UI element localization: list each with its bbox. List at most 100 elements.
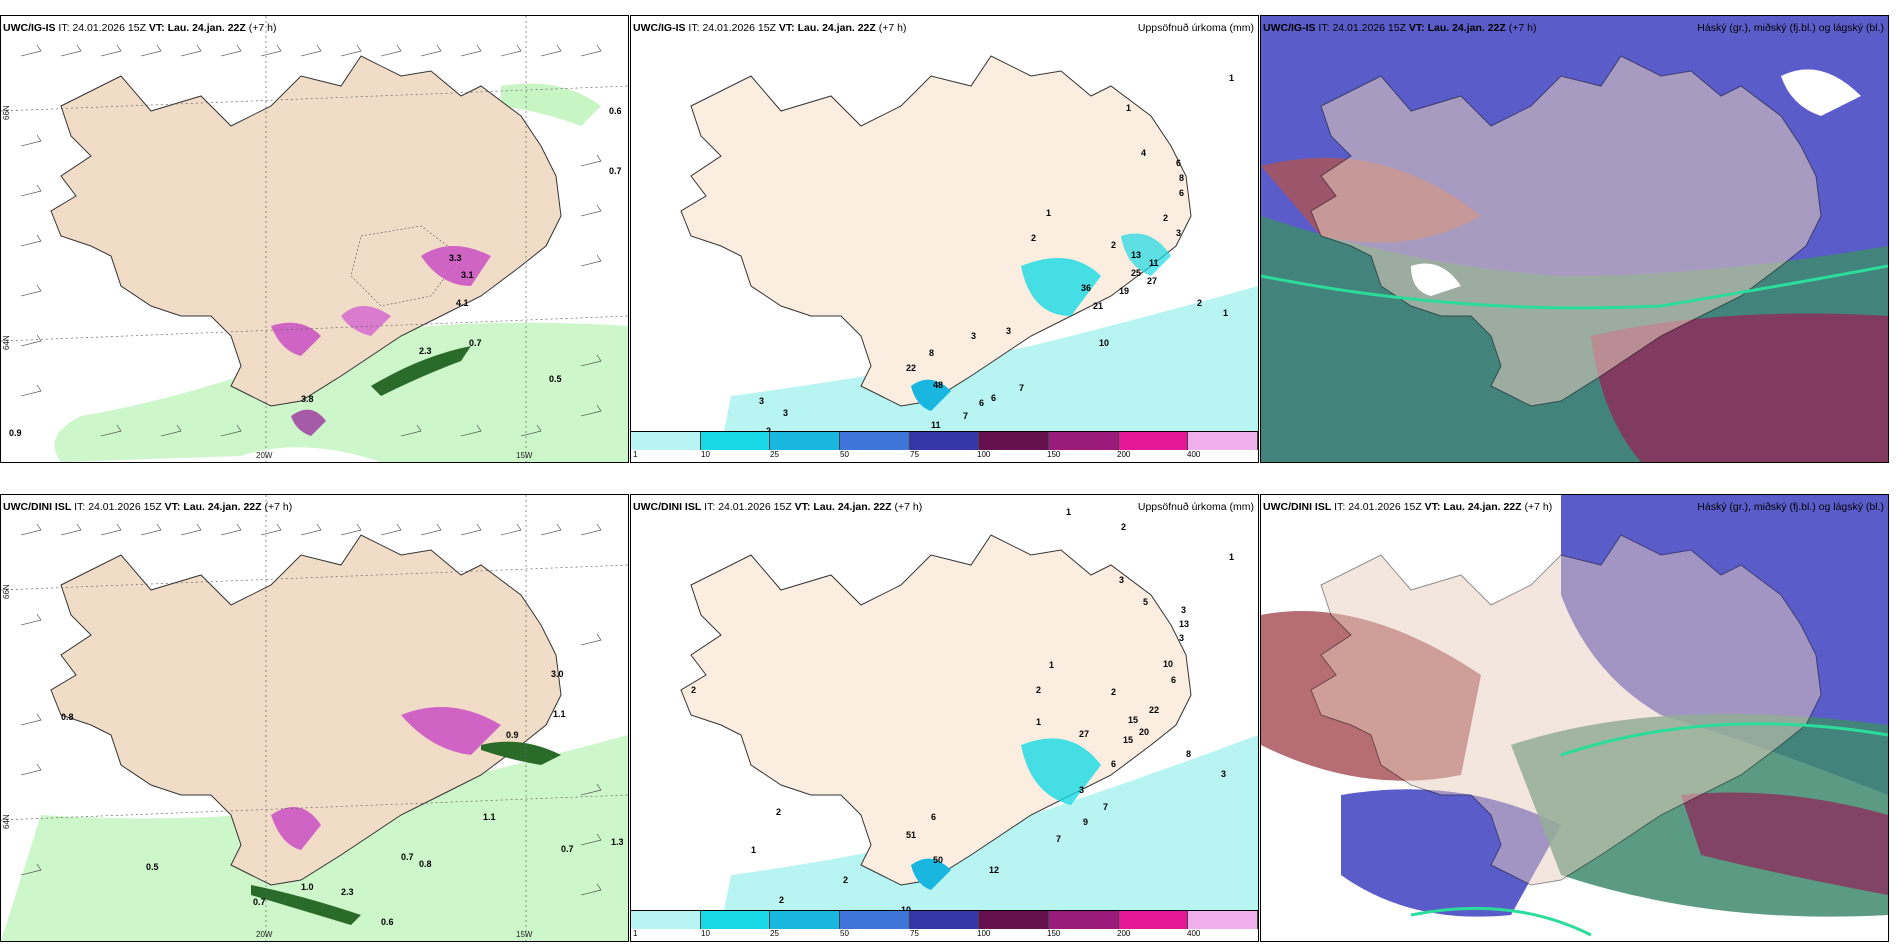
precip-label: 21	[1093, 301, 1103, 311]
precip-label: 1	[1046, 208, 1051, 218]
precip-label: 6	[1111, 759, 1116, 769]
vt-label: VT:	[1408, 22, 1425, 34]
moderate-precip-area	[911, 858, 951, 890]
vt-value: Lau. 24.jan. 22Z	[1427, 22, 1506, 34]
moderate-precip-area	[1021, 738, 1101, 805]
precip-label: 19	[1119, 286, 1129, 296]
precip-label: 3	[971, 331, 976, 341]
panel-clouds-ig: UWC/IG-IS IT: 24.01.2026 15Z VT: Lau. 24…	[1260, 15, 1889, 463]
lead-time: (+7 h)	[1508, 22, 1537, 34]
precip-label: 12	[989, 865, 999, 875]
it-label: IT:	[704, 501, 716, 513]
precip-legend	[631, 431, 1258, 450]
legend-cell	[1188, 911, 1258, 929]
precip-label: 3	[1119, 575, 1124, 585]
legend-tick: 25	[770, 929, 779, 938]
vt-value: Lau. 24.jan. 22Z	[183, 501, 262, 513]
precip-label: 50	[933, 855, 943, 865]
precip-label: 11	[1149, 258, 1159, 268]
legend-cell	[700, 911, 771, 929]
panel-header: UWC/IG-IS IT: 24.01.2026 15Z VT: Lau. 24…	[3, 22, 276, 34]
snow-area	[271, 807, 321, 850]
precip-label: 11	[931, 420, 941, 430]
precip-label: 2	[691, 685, 696, 695]
light-precip-area	[721, 286, 1258, 446]
axis-label-64n: 64N	[2, 335, 11, 350]
legend-cell	[1049, 432, 1119, 450]
precip-label: 20	[1139, 727, 1149, 737]
precip-label: 1	[1049, 660, 1054, 670]
wind-label: 0.8	[419, 859, 432, 869]
precip-label: 48	[933, 380, 943, 390]
panel-precip-ig: 1 1 4 6 8 6 2 3 1 2 2 13 11 25 27 19 36 …	[630, 15, 1259, 463]
legend-tick: 25	[770, 450, 779, 459]
cloud-map-ig	[1261, 16, 1888, 462]
precip-label: 2	[779, 895, 784, 905]
wind-map-ig: 20W 15W 66N 64N 0.6 0.7 0.7 0.5 0.9 3.1 …	[1, 16, 628, 462]
precip-map-ig: 1 1 4 6 8 6 2 3 1 2 2 13 11 25 27 19 36 …	[680, 55, 1258, 446]
precip-label: 2	[1197, 298, 1202, 308]
precip-label: 22	[1149, 705, 1159, 715]
vt-label: VT:	[778, 22, 795, 34]
wind-label: 1.1	[483, 812, 496, 822]
moderate-precip-area	[1021, 258, 1101, 316]
panel-header: UWC/DINI ISL IT: 24.01.2026 15Z VT: Lau.…	[1263, 501, 1552, 513]
wind-label: 3.0	[551, 669, 564, 679]
hatched-area	[350, 225, 462, 307]
precip-label: 2	[1163, 213, 1168, 223]
panel-header: UWC/IG-IS IT: 24.01.2026 15Z VT: Lau. 24…	[1263, 22, 1536, 34]
legend-cell	[979, 911, 1050, 929]
precip-label: 7	[1019, 383, 1024, 393]
iceland-land	[50, 534, 562, 886]
heavy-precip-band	[251, 885, 361, 925]
panel-header: UWC/IG-IS IT: 24.01.2026 15Z VT: Lau. 24…	[633, 22, 906, 34]
wind-label: 3.1	[461, 270, 474, 280]
legend-tick: 50	[840, 929, 849, 938]
legend-cell	[1049, 911, 1119, 929]
precip-label: 9	[1083, 817, 1088, 827]
legend-tick: 200	[1117, 450, 1131, 459]
legend-ticks: 1 10 25 50 75 100 150 200 400	[631, 929, 1258, 941]
wind-label: 0.9	[9, 428, 22, 438]
precip-label: 1	[751, 845, 756, 855]
wind-label: 0.5	[146, 862, 159, 872]
heavy-precip-band	[371, 346, 471, 396]
wind-label: 0.5	[549, 374, 562, 384]
precip-label: 7	[1103, 802, 1108, 812]
it-value: 24.01.2026 15Z	[1332, 22, 1406, 34]
precip-label: 6	[979, 398, 984, 408]
panel-clouds-dini: UWC/DINI ISL IT: 24.01.2026 15Z VT: Lau.…	[1260, 494, 1889, 942]
precip-map-dini: 1 1 2 3 5 3 13 3 10 6 2 1 1 2 2 22 15 15…	[680, 507, 1258, 925]
precip-label: 27	[1079, 729, 1089, 739]
it-value: 24.01.2026 15Z	[88, 501, 162, 513]
precip-label: 1	[1223, 308, 1228, 318]
precip-label: 13	[1131, 250, 1141, 260]
legend-cell	[1188, 432, 1258, 450]
wind-label: 0.7	[253, 897, 266, 907]
axis-label-15w: 15W	[516, 451, 533, 460]
vt-value: Lau. 24.jan. 22Z	[813, 501, 892, 513]
legend-cell	[631, 911, 701, 929]
wind-label: 1.1	[553, 709, 566, 719]
cloud-edge-contour	[1410, 906, 1592, 937]
axis-label-20w: 20W	[256, 930, 273, 939]
vt-value: Lau. 24.jan. 22Z	[167, 22, 246, 34]
legend-tick: 150	[1047, 450, 1061, 459]
precip-label: 15	[1123, 735, 1133, 745]
legend-cell	[770, 911, 841, 929]
vt-value: Lau. 24.jan. 22Z	[1443, 501, 1522, 513]
precip-label: 3	[1179, 633, 1184, 643]
precip-label: 2	[1036, 685, 1041, 695]
precip-label: 3	[759, 396, 764, 406]
legend-cell	[631, 432, 701, 450]
legend-tick: 200	[1117, 929, 1131, 938]
light-precip-area	[501, 83, 601, 126]
precip-label: 15	[1128, 715, 1138, 725]
vt-label: VT:	[1424, 501, 1441, 513]
it-value: 24.01.2026 15Z	[72, 22, 146, 34]
legend-cell	[909, 911, 980, 929]
legend-tick: 1	[633, 929, 638, 938]
precip-label: 3	[1176, 228, 1181, 238]
precip-label: 36	[1081, 283, 1091, 293]
lead-time: (+7 h)	[1524, 501, 1553, 513]
